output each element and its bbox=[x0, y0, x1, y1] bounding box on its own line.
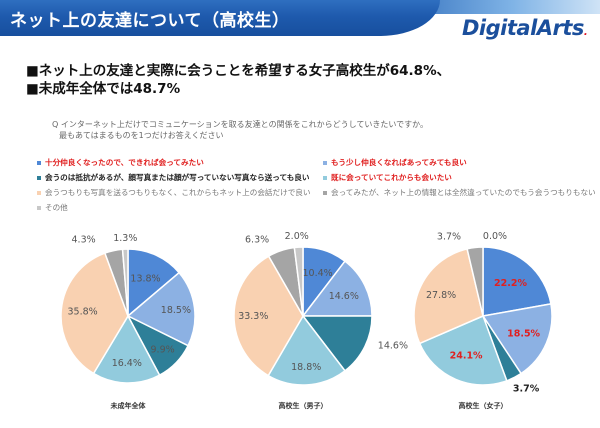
pie-data-label: 14.6% bbox=[378, 341, 408, 352]
pie-data-label: 16.4% bbox=[112, 358, 142, 369]
pie-chart: 13.8% 18.5% 9.9% 16.4% 35.8% 4.3% 1.3% 未成年全体 bbox=[60, 233, 196, 410]
legend-label: 会ってみたが、ネット上の情報とは全然違っていたのでもう会うつもりもない bbox=[331, 188, 596, 197]
header-bar bbox=[0, 0, 440, 36]
pie-slice bbox=[481, 303, 553, 375]
pie-data-label: 14.6% bbox=[329, 291, 359, 302]
headline: ■ネット上の友達と実際に会うことを希望する女子高校生が64.8%、 ■未成年全体… bbox=[26, 62, 450, 98]
pie-slice bbox=[293, 246, 304, 317]
pie-data-label: 1.3% bbox=[113, 233, 137, 244]
pie-data-label: 13.8% bbox=[130, 273, 160, 284]
pie-data-label: 22.2% bbox=[494, 278, 527, 289]
pie-slice bbox=[127, 248, 181, 318]
legend-swatch bbox=[37, 190, 41, 195]
pie-title: 未成年全体 bbox=[111, 401, 147, 410]
pie-data-label: 0.0% bbox=[483, 231, 507, 242]
legend-swatch bbox=[37, 205, 41, 210]
headline-line-2: ■未成年全体では48.7% bbox=[26, 81, 181, 97]
pie-data-label: 9.9% bbox=[151, 345, 175, 356]
page-title: ネット上の友達について（高校生） bbox=[10, 11, 290, 31]
pie-data-label: 10.4% bbox=[303, 268, 333, 279]
legend-swatch bbox=[323, 160, 327, 165]
legend-label: 既に会っていてこれからも会いたい bbox=[331, 173, 452, 182]
legend-swatch bbox=[37, 175, 41, 180]
pie-slice bbox=[121, 248, 129, 317]
legend-swatch bbox=[37, 160, 41, 165]
legend-item: 会うのは抵抗があるが、顔写真または顔が写っていない写真なら送っても良い bbox=[37, 170, 310, 185]
headline-line-1: ■ネット上の友達と実際に会うことを希望する女子高校生が64.8%、 bbox=[26, 63, 451, 79]
pie-slice bbox=[92, 314, 161, 384]
legend-item: もう少し仲良くなればあってみても良い bbox=[323, 155, 596, 170]
pie-chart: 10.4% 14.6% 14.6% 18.8% 33.3% 6.3% 2.0% 高校生（男子） bbox=[233, 231, 408, 410]
pie-data-label: 18.5% bbox=[161, 305, 191, 316]
pie-data-label: 2.0% bbox=[285, 231, 309, 242]
pie-slice bbox=[267, 314, 347, 386]
pie-title: 高校生（女子） bbox=[459, 401, 508, 410]
question-line-2: 最もあてはまるものを1つだけお答えください bbox=[59, 131, 224, 140]
pie-data-label: 35.8% bbox=[68, 307, 98, 318]
pie-chart: 22.2% 18.5% 3.7% 24.1% 27.8% 3.7% 0.0% 高校生（女子） bbox=[413, 231, 553, 410]
legend-item: 十分仲良くなったので、できれば会ってみたい bbox=[37, 155, 310, 170]
logo-text: DigitalArts bbox=[462, 16, 584, 40]
pie-slice bbox=[482, 246, 552, 317]
header: ネット上の友達について（高校生） DigitalArts. bbox=[0, 0, 600, 40]
pie-data-label: 3.7% bbox=[513, 384, 540, 395]
legend-item: 会ってみたが、ネット上の情報とは全然違っていたのでもう会うつもりもない bbox=[323, 185, 596, 200]
pie-slice bbox=[301, 260, 373, 317]
legend-label: 会うつもりも写真を送るつもりもなく、これからもネット上の会話だけで良い bbox=[45, 188, 311, 197]
pie-data-label: 4.3% bbox=[72, 235, 96, 246]
pie-data-label: 18.8% bbox=[291, 362, 321, 373]
pie-slice bbox=[466, 246, 484, 317]
legend-right: もう少し仲良くなればあってみても良い 既に会っていてこれからも会いたい 会ってみ… bbox=[323, 155, 596, 200]
question-line-1: Q インターネット上だけでコミュニケーションを取る友達との関係をこれからどうして… bbox=[52, 120, 428, 129]
digitalarts-logo: DigitalArts. bbox=[462, 16, 588, 40]
legend-item: 既に会っていてこれからも会いたい bbox=[323, 170, 596, 185]
pie-data-label: 6.3% bbox=[245, 235, 269, 246]
legend-swatch bbox=[323, 190, 327, 195]
legend-label: その他 bbox=[45, 203, 68, 212]
legend-label: もう少し仲良くなればあってみても良い bbox=[331, 158, 467, 167]
survey-question: Q インターネット上だけでコミュニケーションを取る友達との関係をこれからどうして… bbox=[52, 119, 428, 141]
pie-slice bbox=[126, 271, 196, 347]
pie-data-label: 33.3% bbox=[238, 311, 268, 322]
pie-slice bbox=[60, 252, 129, 375]
pie-slice bbox=[413, 247, 484, 345]
legend-item: 会うつもりも写真を送るつもりもなく、これからもネット上の会話だけで良い bbox=[37, 185, 310, 200]
pie-data-label: 27.8% bbox=[426, 290, 456, 301]
legend-item: その他 bbox=[37, 200, 310, 215]
pie-data-label: 18.5% bbox=[507, 328, 540, 339]
legend-left: 十分仲良くなったので、できれば会ってみたい 会うのは抵抗があるが、顔写真または顔… bbox=[37, 155, 310, 215]
legend-swatch bbox=[323, 175, 327, 180]
pie-data-label: 24.1% bbox=[450, 350, 483, 361]
pie-data-label: 3.7% bbox=[437, 232, 461, 243]
legend-label: 会うのは抵抗があるが、顔写真または顔が写っていない写真なら送っても良い bbox=[45, 173, 310, 182]
pie-title: 高校生（男子） bbox=[279, 401, 328, 410]
pie-slice bbox=[418, 314, 508, 386]
pie-slice bbox=[301, 315, 373, 372]
legend-label: 十分仲良くなったので、できれば会ってみたい bbox=[45, 158, 204, 167]
